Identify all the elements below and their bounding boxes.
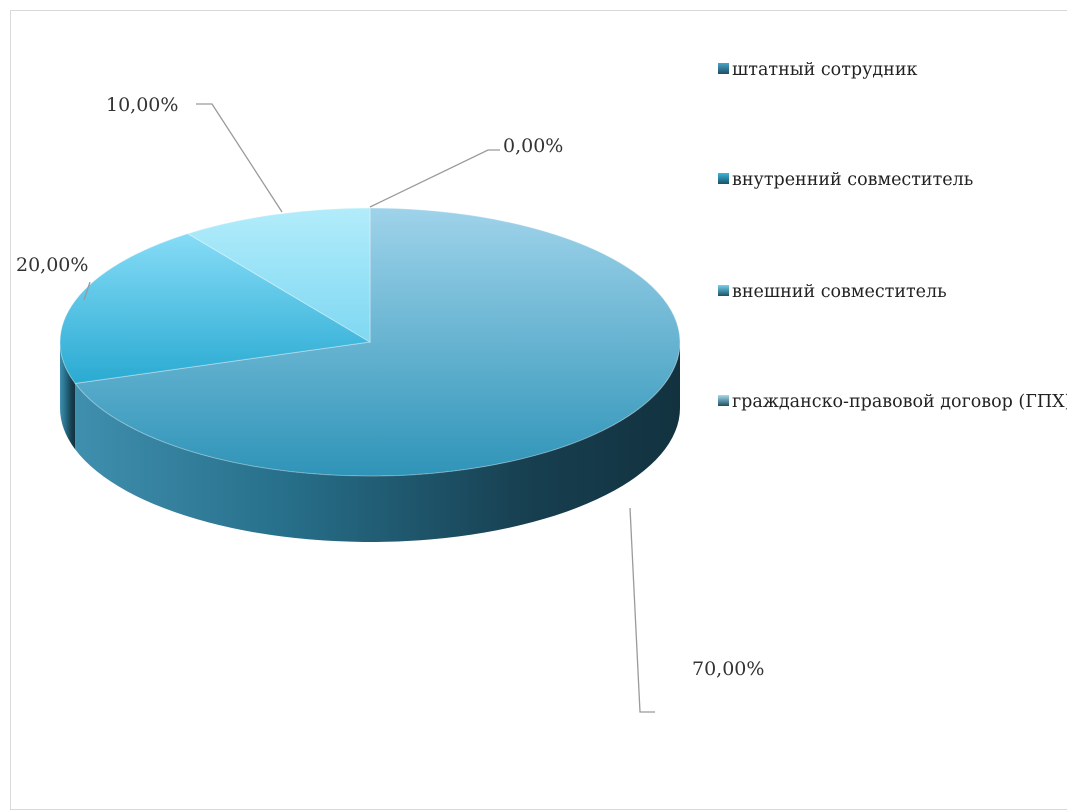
legend-swatch <box>718 395 729 406</box>
legend-item: внутренний совместитель <box>718 168 973 192</box>
legend-label: внутренний совместитель <box>732 170 974 190</box>
pie-labels: 70,00% 20,00% 10,00% 0,00% <box>16 94 764 680</box>
legend-item: внешний совместитель <box>718 280 947 304</box>
pie-slice-side-внутренний-совместитель <box>60 342 76 450</box>
pie-slice-штатный-сотрудник <box>74 207 681 477</box>
legend-label: гражданско-правовой договор (ГПХ) <box>732 392 1067 412</box>
legend-swatch <box>718 63 729 74</box>
leader-line-внутренний-совместитель <box>83 281 91 301</box>
pie-slice-внешний-совместитель <box>186 207 371 343</box>
legend-swatch <box>718 173 729 184</box>
data-label-гражданско-правовой-договор-гпх: 0,00% <box>503 135 563 157</box>
pie-sides <box>60 342 681 543</box>
data-label-внутренний-совместитель: 20,00% <box>16 254 88 276</box>
data-label-штатный-сотрудник: 70,00% <box>692 658 764 680</box>
data-label-внешний-совместитель: 10,00% <box>106 94 178 116</box>
legend-item: гражданско-правовой договор (ГПХ) <box>718 390 1067 414</box>
leader-line-внешний-совместитель <box>196 103 283 213</box>
pie-leaders <box>83 103 655 713</box>
pie-slice-side-штатный-сотрудник <box>75 342 681 543</box>
legend-label: штатный сотрудник <box>732 60 918 80</box>
pie-tops <box>59 207 681 477</box>
leader-line-гражданско-правовой-договор-гпх <box>369 149 500 208</box>
legend-swatch <box>718 285 729 296</box>
legend-label: внешний совместитель <box>732 282 947 302</box>
leader-line-штатный-сотрудник <box>629 507 655 713</box>
pie-slice-внутренний-совместитель <box>59 233 372 384</box>
legend-item: штатный сотрудник <box>718 58 917 82</box>
